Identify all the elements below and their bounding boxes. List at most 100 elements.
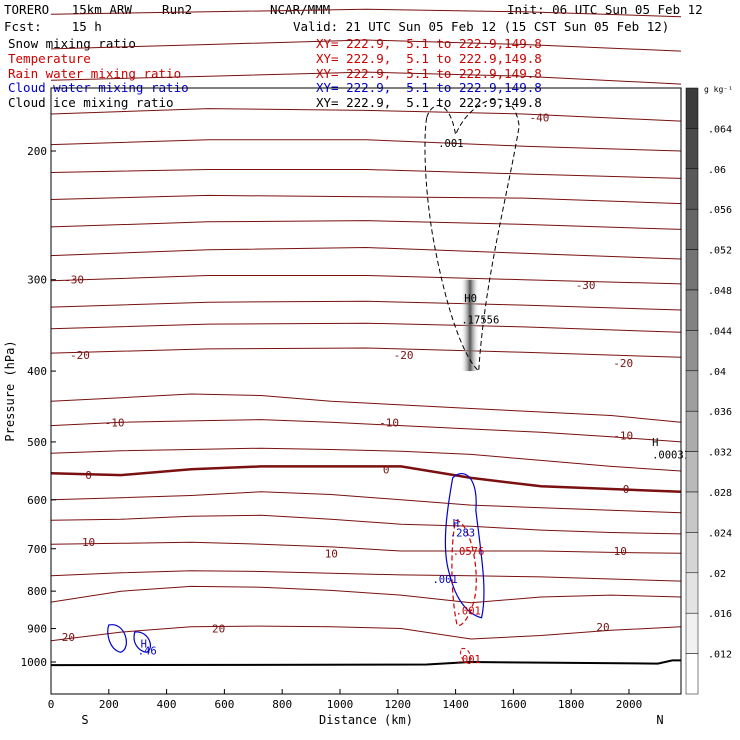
field-xy-temperature: XY= 222.9, 5.1 to 222.9,149.8 — [316, 51, 542, 66]
isotherm-line — [50, 625, 682, 642]
temperature-label: -20 — [394, 349, 414, 362]
isotherm-line — [50, 393, 682, 423]
colorbar-label: .024 — [708, 528, 732, 539]
temperature-label: -20 — [613, 357, 633, 370]
field-label-rain: Rain water mixing ratio — [8, 66, 182, 81]
cloud-ice-contour — [424, 98, 520, 373]
colorbar-label: .06 — [708, 165, 726, 176]
isotherm-line — [50, 39, 682, 52]
colorbar-segment — [685, 168, 699, 210]
surface-line — [50, 659, 681, 667]
isotherm-line — [50, 300, 682, 311]
isotherm-line — [50, 585, 682, 604]
contour-annotation: H — [453, 518, 459, 530]
y-tick-label: 700 — [27, 543, 47, 556]
colorbar-segment — [685, 208, 699, 250]
colorbar-segment — [685, 289, 699, 331]
isotherm-line — [50, 447, 682, 472]
colorbar-segment — [685, 249, 699, 291]
colorbar-label: .032 — [708, 448, 732, 459]
cloud-water-contour — [444, 473, 485, 619]
colorbar-segment — [685, 128, 699, 170]
temperature-label: 20 — [62, 631, 75, 644]
y-tick-label: 1000 — [21, 656, 48, 669]
temperature-label: 10 — [614, 545, 627, 558]
colorbar-label: .04 — [708, 367, 726, 378]
colorbar-label: .016 — [708, 609, 732, 620]
temperature-label: -10 — [379, 416, 399, 429]
field-label-snow: Snow mixing ratio — [8, 36, 136, 51]
isotherm-line — [50, 419, 682, 443]
isotherm-line — [50, 541, 682, 554]
header-org: NCAR/MMM — [270, 2, 331, 17]
colorbar-segment — [685, 370, 699, 412]
temperature-label: 0 — [623, 483, 630, 496]
contour-annotation: .283 — [450, 527, 475, 539]
x-tick-label: 1800 — [558, 698, 585, 711]
colorbar-segment — [685, 532, 699, 574]
isotherm-line — [50, 491, 682, 514]
contour-annotation: .001 — [432, 574, 457, 586]
isotherm-line — [50, 275, 682, 285]
y-tick-label: 900 — [27, 623, 47, 636]
isotherm-line — [50, 514, 682, 535]
field-label-cloudice: Cloud ice mixing ratio — [8, 95, 174, 110]
temperature-label: 0 — [85, 469, 92, 482]
isotherm-line — [50, 465, 682, 494]
colorbar-label: .028 — [708, 488, 732, 499]
isotherm-line — [50, 322, 682, 333]
colorbar-segment — [685, 410, 699, 452]
temperature-label: 10 — [325, 547, 338, 560]
contour-annotation: .17556 — [461, 314, 499, 326]
isotherm-line — [50, 570, 682, 582]
x-tick-label: 1000 — [327, 698, 354, 711]
isotherm-line — [50, 347, 682, 358]
temperature-label: -30 — [576, 279, 596, 292]
colorbar-label: .064 — [708, 124, 732, 135]
y-tick-label: 500 — [27, 436, 47, 449]
colorbar-label: .052 — [708, 246, 732, 257]
contour-annotation: .0576 — [453, 546, 485, 558]
colorbar-label: .036 — [708, 407, 732, 418]
isotherm-line — [50, 139, 682, 152]
colorbar-label: .044 — [708, 326, 732, 337]
temperature-label: 0 — [383, 463, 390, 476]
colorbar-segment — [685, 572, 699, 614]
colorbar-segment — [685, 451, 699, 493]
x-end-label-north: N — [656, 713, 663, 727]
colorbar-label: .02 — [708, 569, 726, 580]
field-label-temperature: Temperature — [8, 51, 91, 66]
x-tick-label: 1200 — [385, 698, 412, 711]
y-tick-label: 200 — [27, 145, 47, 158]
x-tick-label: 600 — [214, 698, 234, 711]
contour-annotation: .00031 — [652, 449, 690, 461]
temperature-label: -40 — [529, 112, 549, 125]
x-tick-label: 1400 — [442, 698, 469, 711]
colorbar-label: .048 — [708, 286, 732, 297]
contour-annotation: .001 — [456, 605, 481, 617]
cloud-water-contour — [107, 624, 127, 653]
isotherm-line — [50, 194, 682, 205]
colorbar-unit: g kg⁻¹ — [704, 85, 733, 94]
header-fcst: Fcst: 15 h — [4, 19, 102, 34]
colorbar-segment — [685, 491, 699, 533]
snow-max-shading — [461, 279, 479, 372]
colorbar-label: .012 — [708, 650, 732, 661]
temperature-label: 10 — [82, 536, 95, 549]
temperature-label: 20 — [596, 621, 609, 634]
y-tick-label: 300 — [27, 274, 47, 287]
temperature-label: -20 — [70, 349, 90, 362]
x-tick-label: 0 — [48, 698, 55, 711]
temperature-label: -30 — [64, 274, 84, 287]
x-tick-label: 2000 — [616, 698, 643, 711]
contour-annotation: H — [652, 437, 658, 449]
isotherm-line — [50, 8, 682, 18]
colorbar-segment — [685, 653, 699, 695]
colorbar-segment — [685, 612, 699, 654]
colorbar-segment — [685, 87, 699, 129]
x-end-label-south: S — [81, 713, 88, 727]
header-valid: Valid: 21 UTC Sun 05 Feb 12 (15 CST Sun … — [293, 19, 670, 34]
isotherm-line — [50, 71, 682, 85]
y-tick-label: 400 — [27, 365, 47, 378]
